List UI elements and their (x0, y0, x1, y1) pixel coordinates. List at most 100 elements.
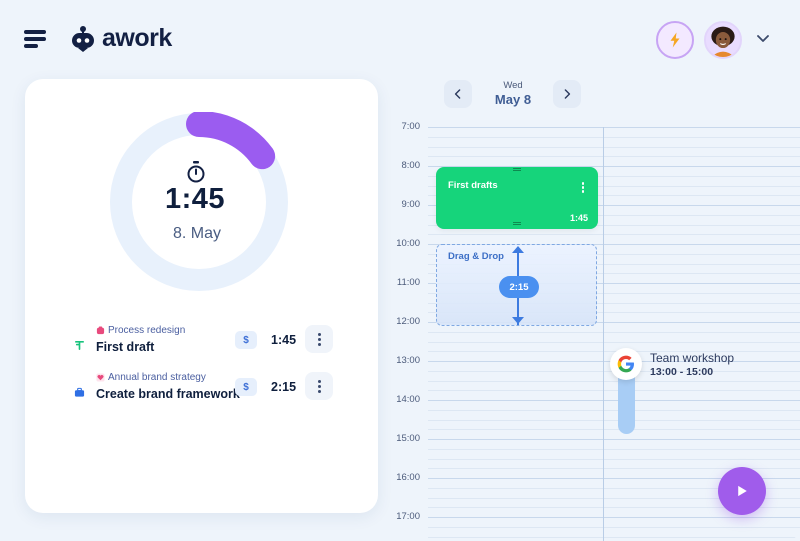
avatar[interactable] (704, 21, 742, 59)
quarter-gridline (428, 175, 800, 177)
quarter-gridline (428, 312, 800, 314)
entry-project: Annual brand strategy (96, 372, 206, 383)
timer-display: 1:45 (165, 183, 226, 215)
hour-label: 14:00 (396, 394, 420, 405)
hour-label: 13:00 (396, 355, 420, 366)
resize-handle-top[interactable] (513, 168, 521, 171)
calendar-event-team-workshop[interactable] (618, 362, 635, 434)
entry-project: Process redesign (96, 325, 185, 336)
quarter-gridline (428, 214, 800, 216)
duration-chip: 2:15 (499, 276, 539, 298)
quarter-gridline (428, 390, 800, 392)
more-options-icon[interactable] (581, 182, 584, 193)
day-of-week: Wed (503, 80, 523, 91)
entry-duration: 2:15 (271, 380, 297, 394)
entry-title: Create brand framework (96, 387, 240, 401)
awork-robot-icon (72, 25, 94, 52)
logo[interactable]: awork (70, 24, 172, 53)
quarter-gridline (428, 448, 800, 450)
quarter-gridline (428, 156, 800, 158)
event-title: First drafts (448, 180, 498, 191)
hour-label: 11:00 (396, 277, 420, 288)
event-title: Drag & Drop (448, 251, 504, 262)
hour-gridline (428, 244, 800, 245)
project-icon (96, 326, 105, 335)
previous-day-button[interactable] (444, 80, 472, 108)
quarter-gridline (428, 136, 800, 138)
quarter-gridline (428, 234, 800, 236)
quarter-gridline (428, 263, 800, 265)
logo-text: awork (102, 24, 172, 52)
play-icon (737, 485, 747, 497)
timer-date: 8. May (173, 225, 222, 242)
billable-toggle[interactable]: $ (235, 378, 257, 396)
event-title: Team workshop (650, 351, 735, 365)
hour-label: 17:00 (396, 511, 420, 522)
day-divider (603, 127, 604, 541)
hour-gridline (428, 205, 800, 206)
quarter-gridline (428, 302, 800, 304)
quarter-gridline (428, 497, 800, 499)
quarter-gridline (428, 526, 800, 528)
quarter-gridline (428, 419, 800, 421)
hour-label: 9:00 (401, 199, 421, 210)
hour-gridline (428, 439, 800, 440)
heart-icon (96, 373, 105, 382)
time-entry[interactable]: Process redesign First draft $ 1:45 (71, 325, 371, 365)
billable-toggle[interactable]: $ (235, 331, 257, 349)
task-icon (71, 337, 87, 353)
play-button[interactable] (718, 467, 766, 515)
quarter-gridline (428, 341, 800, 343)
quarter-gridline (428, 458, 800, 460)
hour-gridline (428, 283, 800, 284)
event-time: 13:00 - 15:00 (650, 366, 714, 378)
timer-card: 1:45 8. May Process redesign First draft… (25, 79, 378, 513)
calendar-date-header: Wed May 8 (474, 80, 552, 107)
hour-label: 12:00 (396, 316, 420, 327)
briefcase-icon (71, 384, 87, 400)
calendar-date: May 8 (494, 92, 532, 107)
arrow-down-icon[interactable] (512, 317, 524, 324)
entry-duration: 1:45 (271, 333, 297, 347)
chevron-down-icon[interactable] (756, 34, 770, 44)
hour-label: 7:00 (401, 121, 421, 132)
chevron-right-icon (564, 89, 571, 99)
more-options-icon[interactable] (305, 325, 333, 353)
hour-gridline (428, 478, 800, 479)
google-icon[interactable] (610, 348, 642, 380)
timer-progress-ring (109, 112, 289, 292)
entry-project-label: Process redesign (108, 325, 186, 336)
hour-gridline (428, 127, 800, 128)
quarter-gridline (428, 185, 800, 187)
next-day-button[interactable] (553, 80, 581, 108)
hour-label: 15:00 (396, 433, 420, 444)
hour-gridline (428, 517, 800, 518)
more-options-icon[interactable] (305, 372, 333, 400)
quarter-gridline (428, 429, 800, 431)
calendar-event-drag-drop[interactable]: Drag & Drop 2:15 (436, 244, 597, 326)
resize-handle-bottom[interactable] (513, 222, 521, 225)
quarter-gridline (428, 292, 800, 294)
quarter-gridline (428, 331, 800, 333)
quarter-gridline (428, 468, 800, 470)
quarter-gridline (428, 195, 800, 197)
arrow-up-icon[interactable] (512, 246, 524, 253)
menu-icon[interactable] (24, 30, 48, 48)
time-entry[interactable]: Annual brand strategy Create brand frame… (71, 372, 371, 412)
hour-gridline (428, 322, 800, 323)
chevron-left-icon (454, 89, 461, 99)
quarter-gridline (428, 146, 800, 148)
quarter-gridline (428, 507, 800, 509)
entry-project-label: Annual brand strategy (108, 372, 206, 383)
hour-label: 10:00 (396, 238, 420, 249)
event-duration: 1:45 (569, 213, 588, 223)
hour-gridline (428, 400, 800, 401)
quarter-gridline (428, 487, 800, 489)
calendar-event-first-drafts[interactable]: First drafts 1:45 (436, 167, 598, 229)
hour-label: 16:00 (396, 472, 420, 483)
stopwatch-icon (187, 161, 205, 183)
quarter-gridline (428, 380, 800, 382)
lightning-bolt-icon[interactable] (656, 21, 694, 59)
quarter-gridline (428, 224, 800, 226)
quarter-gridline (428, 536, 800, 538)
